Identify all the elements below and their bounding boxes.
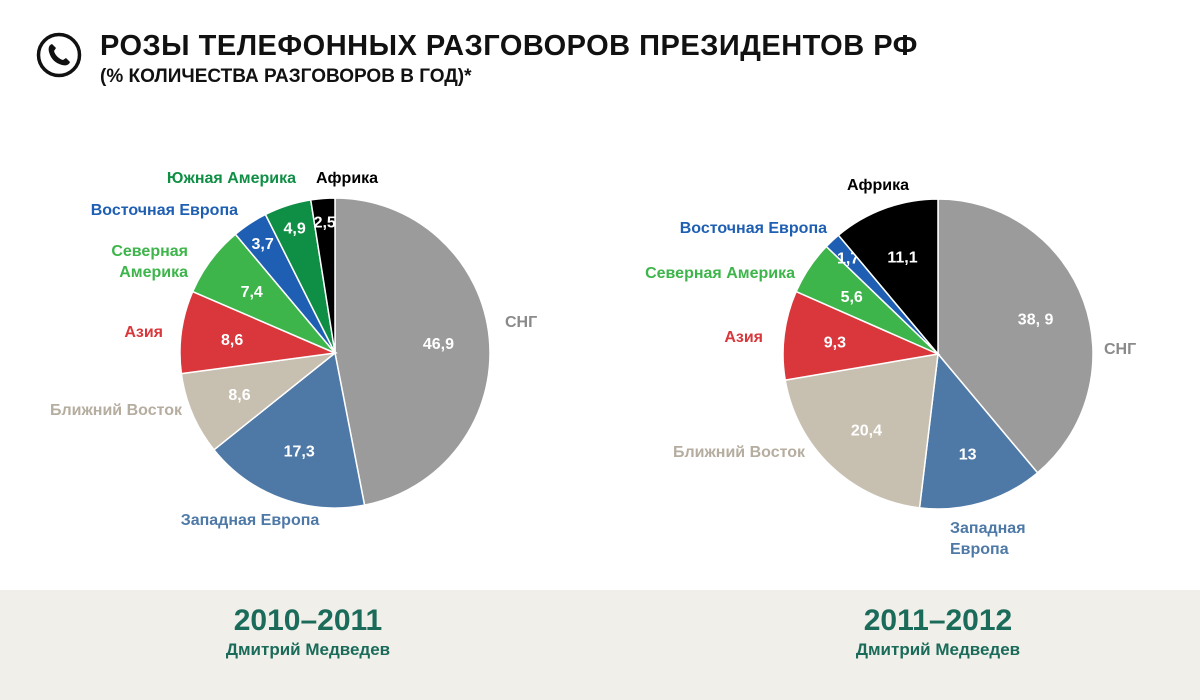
pie-chart-2: 38, 9 СНГ 13 Западная Европа 20,4 Ближний Вост… [645,177,1136,558]
category-label: Восточная Европа [91,202,238,219]
category-label: Африка [316,170,378,187]
data-label: 9,3 [824,334,846,351]
category-label: Ближний Восток [50,402,183,419]
data-label: 5,6 [841,289,863,306]
data-label: 4,9 [283,221,305,238]
category-label: СНГ [1104,341,1136,358]
data-label: 2,5 [314,215,336,232]
data-label: 8,6 [221,332,243,349]
data-label: 20,4 [851,422,882,439]
pie-slice [180,351,338,451]
data-label: 8,6 [228,387,250,404]
data-label: 38, 9 [1018,312,1054,329]
pie-slice [334,197,491,507]
period-2010-2011: 2010–2011 Дмитрий Медведев [128,604,488,660]
category-label: Восточная Европа [680,220,827,237]
phone-icon [36,32,82,78]
category-label: Западная Европа [950,520,1026,558]
pie-slice [212,351,366,509]
page-title: РОЗЫ ТЕЛЕФОННЫХ РАЗГОВОРОВ ПРЕЗИДЕНТОВ Р… [100,30,918,62]
pie-slice [179,290,338,375]
category-label: Северная Америка [111,243,188,281]
category-label: Южная Америка [167,170,296,187]
pie-charts: 46,9 СНГ 17,3 Западная Европа 8,6 Ближний Вос… [50,170,1136,558]
period-president: Дмитрий Медведев [225,640,391,659]
pie-chart-1: 46,9 СНГ 17,3 Западная Европа 8,6 Ближний Вос… [50,170,537,529]
pie-slice [784,353,939,509]
category-label: СНГ [505,314,537,331]
footer-band: 2010–2011 Дмитрий Медведев 2011–2012 Дми… [0,590,1200,700]
category-label: Азия [124,324,163,341]
pie-slice [309,197,336,354]
period-2011-2012: 2011–2012 Дмитрий Медведев [758,604,1118,660]
data-label: 17,3 [284,444,315,461]
data-label: 11,1 [887,249,917,266]
data-label: 46,9 [423,336,454,353]
period-years: 2010–2011 [233,604,383,637]
data-label: 3,7 [251,236,273,253]
data-label: 1,7 [837,251,859,268]
category-label: Африка [847,177,909,194]
pie-slice [937,198,1094,474]
category-label: Азия [724,329,763,346]
category-label: Ближний Восток [673,444,806,461]
page-subtitle: (% КОЛИЧЕСТВА РАЗГОВОРОВ В ГОД)* [100,66,472,87]
pie-slice [782,290,941,382]
data-label: 13 [959,447,977,464]
header: РОЗЫ ТЕЛЕФОННЫХ РАЗГОВОРОВ ПРЕЗИДЕНТОВ Р… [36,30,1176,100]
pie-slice [918,352,1039,510]
period-years: 2011–2012 [863,604,1013,637]
category-label: Северная Америка [645,265,795,282]
data-label: 7,4 [241,284,263,301]
pie-slice [837,198,939,357]
period-president: Дмитрий Медведев [855,640,1021,659]
category-label: Западная Европа [181,512,320,529]
